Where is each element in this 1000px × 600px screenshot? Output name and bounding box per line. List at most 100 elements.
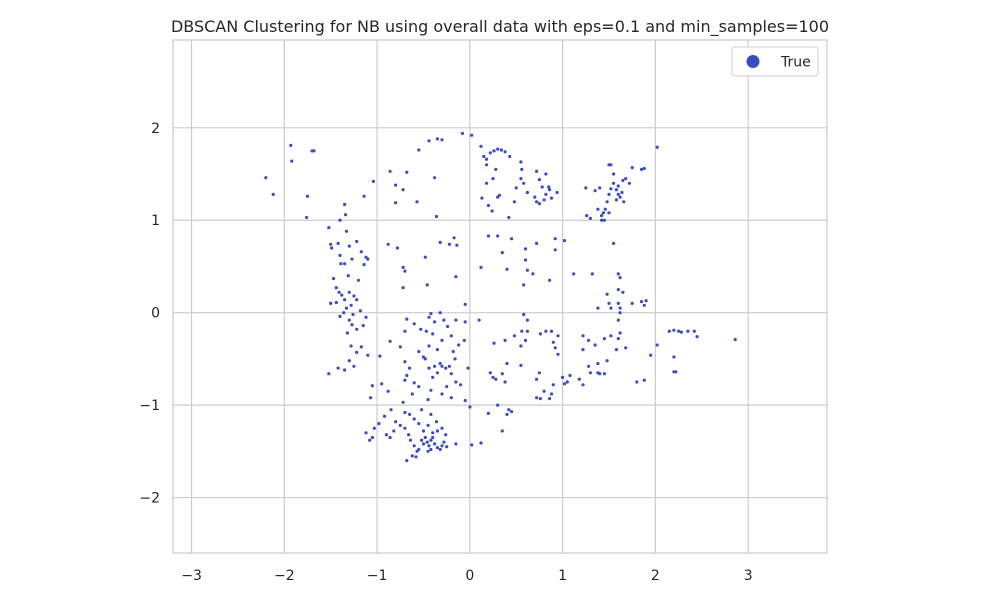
scatter-point [433, 442, 437, 446]
scatter-point [639, 167, 644, 171]
scatter-point [356, 278, 361, 282]
scatter-point [503, 150, 507, 154]
plot-frame [172, 39, 828, 554]
scatter-point [535, 169, 539, 173]
scatter-point [412, 322, 416, 326]
scatter-point [519, 177, 523, 181]
legend-label: True [780, 55, 811, 71]
scatter-point [519, 344, 523, 348]
x-tick-label: 1 [558, 568, 567, 584]
scatter-point [419, 327, 423, 331]
scatter-point [431, 435, 435, 440]
scatter-point [627, 181, 632, 185]
scatter-point [336, 366, 340, 370]
scatter-point [343, 262, 347, 266]
scatter-point [553, 248, 557, 252]
scatter-point [349, 303, 353, 307]
scatter-point [433, 320, 437, 324]
scatter-point [423, 357, 427, 361]
scatter-point [507, 408, 511, 412]
scatter-point [616, 337, 620, 341]
scatter-point [449, 334, 453, 338]
scatter-point [503, 380, 507, 384]
scatter-point [445, 385, 449, 389]
scatter-point [361, 324, 365, 328]
scatter-point [459, 383, 463, 387]
scatter-point [499, 148, 503, 152]
scatter-point [264, 176, 268, 180]
scatter-point [519, 363, 523, 367]
scatter-point [466, 366, 470, 370]
scatter-point [434, 420, 439, 424]
scatter-point [440, 338, 444, 342]
scatter-point [655, 145, 659, 149]
scatter-point [344, 306, 349, 310]
scatter-point [602, 372, 607, 376]
scatter-point [394, 420, 398, 424]
scatter-point [442, 440, 446, 444]
scatter-point [482, 154, 486, 159]
scatter-point [555, 190, 559, 195]
scatter-point [408, 438, 413, 442]
scatter-point [565, 380, 569, 384]
scatter-point [359, 250, 363, 254]
scatter-point [401, 188, 405, 192]
scatter-point [452, 236, 456, 240]
y-tick-label: 2 [151, 121, 160, 137]
scatter-point [454, 318, 458, 322]
scatter-point [544, 172, 548, 176]
scatter-point [347, 318, 351, 322]
scatter-point [403, 269, 407, 273]
scatter-point [423, 435, 427, 440]
scatter-point [609, 163, 613, 167]
scatter-point [426, 423, 430, 427]
scatter-point [655, 343, 659, 347]
scatter-point [525, 318, 530, 322]
scatter-point [581, 348, 585, 352]
scatter-point [421, 429, 426, 433]
scatter-point [486, 411, 490, 415]
scatter-point [602, 218, 607, 222]
scatter-point [612, 172, 616, 176]
scatter-point [271, 192, 275, 196]
scatter-point [624, 346, 628, 350]
scatter-point [537, 371, 542, 375]
scatter-point [548, 188, 552, 192]
scatter-point [639, 300, 644, 304]
scatter-point [408, 412, 412, 416]
scatter-point [510, 410, 514, 414]
scatter-point [352, 364, 356, 368]
scatter-point [510, 237, 514, 241]
scatter-point [438, 240, 442, 244]
scatter-point [407, 433, 411, 437]
scatter-point [535, 396, 539, 400]
scatter-point [588, 216, 593, 220]
scatter-point [538, 397, 543, 401]
scatter-point [593, 343, 597, 347]
scatter-point [622, 200, 626, 204]
scatter-point [395, 246, 400, 250]
scatter-point [542, 198, 546, 202]
scatter-point [449, 396, 453, 400]
scatter-point [423, 255, 427, 259]
scatter-point [410, 454, 414, 458]
scatter-point [562, 239, 567, 243]
scatter-point [355, 298, 359, 302]
scatter-point [388, 169, 392, 173]
scatter-point [345, 331, 349, 335]
scatter-point [488, 151, 492, 155]
scatter-point [667, 329, 671, 333]
scatter-point [677, 329, 681, 333]
scatter-point [389, 408, 393, 412]
scatter-point [614, 348, 619, 352]
scatter-point [612, 241, 616, 245]
scatter-point [440, 392, 444, 396]
scatter-point [548, 278, 552, 282]
scatter-point [327, 226, 331, 230]
scatter-point [327, 372, 331, 376]
scatter-point [417, 385, 421, 389]
scatter-point [372, 426, 376, 430]
scatter-point [425, 283, 429, 287]
scatter-point [408, 366, 412, 370]
scatter-point [344, 229, 349, 233]
